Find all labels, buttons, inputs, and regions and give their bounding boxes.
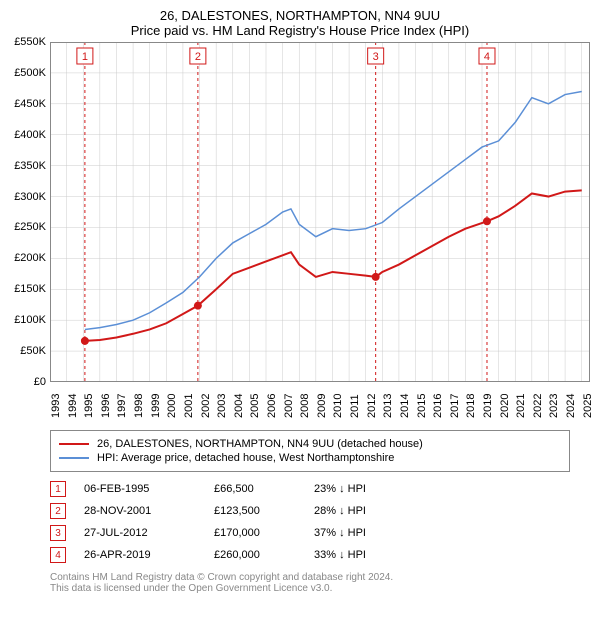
y-tick-label: £550K [14,36,46,48]
y-tick-label: £400K [14,129,46,141]
x-tick-label: 1997 [116,394,128,418]
x-tick-label: 2006 [266,394,278,418]
legend-swatch [59,457,89,459]
sale-row: 1 06-FEB-1995 £66,500 23% ↓ HPI [50,478,570,500]
legend-label: 26, DALESTONES, NORTHAMPTON, NN4 9UU (de… [97,438,423,450]
sale-date: 28-NOV-2001 [84,505,214,517]
legend: 26, DALESTONES, NORTHAMPTON, NN4 9UU (de… [50,430,570,472]
x-tick-label: 2022 [532,394,544,418]
footer-licence: This data is licensed under the Open Gov… [50,583,570,594]
y-tick-label: £300K [14,191,46,203]
y-tick-label: £50K [20,345,46,357]
y-tick-label: £500K [14,67,46,79]
y-axis: £0£50K£100K£150K£200K£250K£300K£350K£400… [0,42,50,382]
sale-date: 26-APR-2019 [84,549,214,561]
sale-hpi: 33% ↓ HPI [314,549,414,561]
x-tick-label: 2017 [449,394,461,418]
title-subtitle: Price paid vs. HM Land Registry's House … [0,23,600,38]
x-tick-label: 1996 [100,394,112,418]
x-tick-label: 2009 [316,394,328,418]
sale-price: £66,500 [214,483,314,495]
svg-text:4: 4 [484,51,490,63]
sale-price: £260,000 [214,549,314,561]
x-tick-label: 1998 [133,394,145,418]
x-tick-label: 2010 [332,394,344,418]
x-tick-label: 2020 [499,394,511,418]
chart-container: 26, DALESTONES, NORTHAMPTON, NN4 9UU Pri… [0,0,600,594]
x-tick-label: 2023 [548,394,560,418]
x-axis: 1993 1994 1995 1996 1997 1998 1999 2000 2001 2002… [50,382,590,422]
x-tick-label: 2014 [399,394,411,418]
x-tick-label: 2021 [515,394,527,418]
sale-row: 4 26-APR-2019 £260,000 33% ↓ HPI [50,544,570,566]
x-tick-label: 1994 [67,394,79,418]
x-tick-label: 1995 [83,394,95,418]
x-tick-label: 2012 [366,394,378,418]
y-tick-label: £350K [14,160,46,172]
title-address: 26, DALESTONES, NORTHAMPTON, NN4 9UU [0,8,600,23]
sale-marker: 4 [50,547,66,563]
sale-row: 2 28-NOV-2001 £123,500 28% ↓ HPI [50,500,570,522]
legend-label: HPI: Average price, detached house, West… [97,452,394,464]
sale-row: 3 27-JUL-2012 £170,000 37% ↓ HPI [50,522,570,544]
x-tick-label: 2008 [299,394,311,418]
x-tick-label: 2001 [183,394,195,418]
footer: Contains HM Land Registry data © Crown c… [50,572,570,594]
x-tick-label: 2002 [200,394,212,418]
plot-area: £0£50K£100K£150K£200K£250K£300K£350K£400… [50,42,590,382]
legend-swatch [59,443,89,445]
x-tick-label: 2000 [166,394,178,418]
y-tick-label: £0 [34,376,46,388]
x-tick-label: 2013 [382,394,394,418]
footer-copyright: Contains HM Land Registry data © Crown c… [50,572,570,583]
sale-marker: 3 [50,525,66,541]
sale-date: 06-FEB-1995 [84,483,214,495]
x-tick-label: 2004 [233,394,245,418]
sale-date: 27-JUL-2012 [84,527,214,539]
sale-hpi: 37% ↓ HPI [314,527,414,539]
y-tick-label: £200K [14,252,46,264]
x-tick-label: 1999 [150,394,162,418]
svg-text:3: 3 [373,51,379,63]
sale-price: £123,500 [214,505,314,517]
x-tick-label: 2024 [565,394,577,418]
x-tick-label: 1993 [50,394,62,418]
x-tick-label: 2003 [216,394,228,418]
sale-marker: 2 [50,503,66,519]
x-tick-label: 2019 [482,394,494,418]
x-tick-label: 2015 [416,394,428,418]
x-tick-label: 2011 [349,394,361,418]
x-tick-label: 2007 [283,394,295,418]
legend-item: HPI: Average price, detached house, West… [59,452,561,464]
title-block: 26, DALESTONES, NORTHAMPTON, NN4 9UU Pri… [0,0,600,42]
svg-text:1: 1 [82,51,88,63]
sale-hpi: 23% ↓ HPI [314,483,414,495]
sale-marker: 1 [50,481,66,497]
sale-hpi: 28% ↓ HPI [314,505,414,517]
sale-price: £170,000 [214,527,314,539]
x-tick-label: 2016 [432,394,444,418]
y-tick-label: £150K [14,283,46,295]
x-tick-label: 2025 [582,394,594,418]
y-tick-label: £250K [14,221,46,233]
plot-svg: 1 2 3 4 [50,42,590,382]
legend-item: 26, DALESTONES, NORTHAMPTON, NN4 9UU (de… [59,438,561,450]
sales-table: 1 06-FEB-1995 £66,500 23% ↓ HPI 2 28-NOV… [50,478,570,566]
x-tick-label: 2005 [249,394,261,418]
svg-text:2: 2 [195,51,201,63]
x-tick-label: 2018 [465,394,477,418]
y-tick-label: £100K [14,314,46,326]
y-tick-label: £450K [14,98,46,110]
